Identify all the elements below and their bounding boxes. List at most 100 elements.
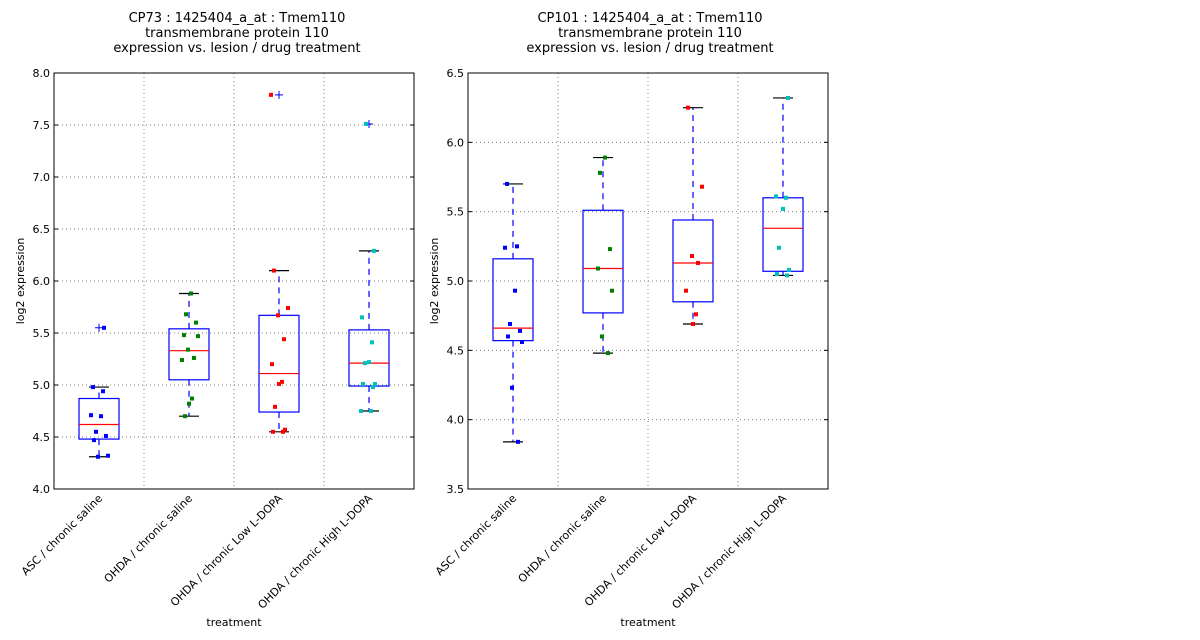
data-point [183, 414, 187, 419]
outlier-marker [275, 90, 283, 99]
data-point [518, 328, 522, 333]
box-group [582, 155, 624, 356]
x-axis-label: treatment [620, 616, 676, 629]
x-axis-label: treatment [206, 616, 262, 629]
data-point [281, 429, 285, 434]
y-tick-label: 4.0 [33, 483, 51, 496]
data-point [691, 321, 695, 326]
data-point [506, 334, 510, 339]
data-point [194, 320, 198, 325]
y-tick-label: 6.0 [33, 275, 51, 288]
data-point [508, 321, 512, 326]
data-point [361, 381, 365, 386]
data-point [606, 351, 610, 356]
y-tick-label: 5.0 [447, 275, 465, 288]
data-point [608, 247, 612, 252]
data-point [282, 337, 286, 342]
chart-title-line: transmembrane protein 110 [558, 26, 742, 41]
data-point [373, 381, 377, 386]
chart-title-line: CP73 : 1425404_a_at : Tmem110 [129, 11, 346, 26]
data-point [96, 454, 100, 459]
data-point [363, 361, 367, 366]
data-point [273, 404, 277, 409]
box-group [762, 95, 804, 278]
data-point [694, 312, 698, 317]
data-point [686, 105, 690, 110]
data-point [603, 155, 607, 160]
box-group [78, 323, 120, 459]
data-point [359, 409, 363, 413]
data-point [596, 266, 600, 271]
data-point [276, 313, 280, 318]
chart-title-line: CP101 : 1425404_a_at : Tmem110 [537, 11, 762, 26]
y-tick-label: 4.5 [33, 431, 51, 444]
box-group [348, 119, 390, 413]
data-point [516, 439, 520, 444]
data-point [786, 95, 790, 100]
data-point [781, 206, 785, 211]
y-axis-label: log2 expression [428, 238, 441, 325]
box-group [492, 181, 534, 444]
data-point [515, 244, 519, 249]
y-tick-label: 5.5 [447, 206, 465, 219]
data-point [775, 272, 779, 277]
data-point [106, 453, 110, 458]
chart-title-line: transmembrane protein 110 [145, 26, 329, 41]
plot-frame [53, 72, 415, 490]
data-point [270, 362, 274, 367]
data-point [280, 379, 284, 384]
box-group [168, 291, 210, 419]
chart-panel-1: CP73 : 1425404_a_at : Tmem110transmembra… [14, 11, 415, 629]
data-point [371, 385, 375, 390]
data-point [503, 245, 507, 250]
chart-panel-2: CP101 : 1425404_a_at : Tmem110transmembr… [428, 11, 829, 629]
data-point [520, 340, 524, 345]
data-point [367, 360, 371, 365]
outlier-marker [95, 323, 103, 332]
y-tick-label: 4.0 [447, 414, 465, 427]
data-point [190, 396, 194, 401]
data-point [610, 288, 614, 293]
x-tick-label: ASC / chronic saline [433, 492, 519, 578]
data-point [196, 334, 200, 339]
data-point [104, 433, 108, 438]
y-axis-label: log2 expression [14, 238, 27, 325]
plot-frame [467, 72, 829, 490]
chart-title-line: expression vs. lesion / drug treatment [113, 41, 360, 56]
chart-title-line: expression vs. lesion / drug treatment [526, 41, 773, 56]
data-point [182, 333, 186, 338]
box-iqr [672, 219, 714, 303]
y-tick-label: 8.0 [33, 67, 51, 80]
box-iqr [168, 328, 210, 381]
data-point [700, 184, 704, 189]
y-tick-label: 6.5 [33, 223, 51, 236]
data-point [272, 268, 276, 273]
data-point [283, 427, 287, 432]
y-tick-label: 6.5 [447, 67, 465, 80]
y-tick-label: 5.0 [33, 379, 51, 392]
x-tick-label: ASC / chronic saline [19, 492, 105, 578]
y-tick-label: 5.5 [33, 327, 51, 340]
y-tick-label: 6.0 [447, 136, 465, 149]
data-point [271, 429, 275, 434]
data-point [192, 355, 196, 360]
data-point [277, 381, 281, 386]
data-point [510, 385, 514, 390]
y-tick-label: 7.5 [33, 119, 51, 132]
box-group [258, 90, 300, 434]
data-point [372, 248, 376, 253]
data-point [777, 245, 781, 250]
data-point [94, 429, 98, 434]
y-tick-label: 4.5 [447, 344, 465, 357]
data-point [286, 306, 290, 311]
data-point [269, 92, 273, 97]
box-iqr [582, 209, 624, 314]
x-tick-label: OHDA / chronic saline [102, 492, 196, 586]
data-point [774, 194, 778, 199]
data-point [364, 121, 368, 126]
data-point [787, 267, 791, 272]
data-point [92, 438, 96, 443]
data-point [513, 288, 517, 293]
data-point [690, 254, 694, 259]
